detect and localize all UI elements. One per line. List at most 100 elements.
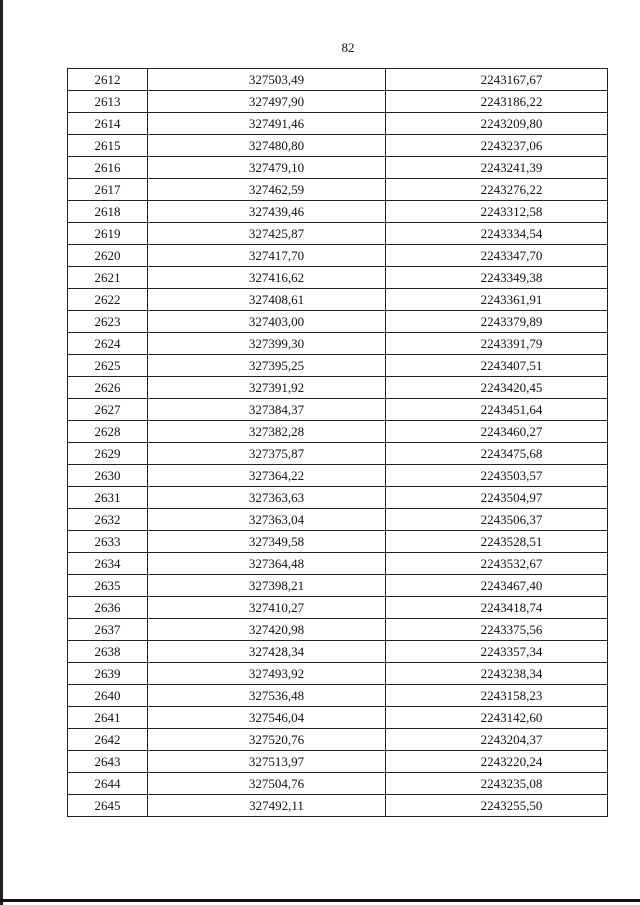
y-coordinate-cell: 2243142,60 — [385, 706, 608, 729]
x-coordinate-cell: 327492,11 — [147, 794, 386, 817]
x-coordinate-cell: 327375,87 — [147, 442, 386, 465]
table-row: 2619 327425,87 2243334,54 — [67, 222, 608, 245]
table-row: 2637 327420,98 2243375,56 — [67, 618, 608, 641]
y-coordinate-cell: 2243220,24 — [385, 750, 608, 773]
x-coordinate-cell: 327364,48 — [147, 552, 386, 575]
point-number-cell: 2641 — [67, 706, 148, 729]
point-number-cell: 2642 — [67, 728, 148, 751]
page-number: 82 — [341, 40, 355, 55]
x-coordinate-cell: 327462,59 — [147, 178, 386, 201]
x-coordinate-cell: 327439,46 — [147, 200, 386, 223]
table-row: 2612 327503,49 2243167,67 — [67, 68, 608, 91]
table-row: 2621 327416,62 2243349,38 — [67, 266, 608, 289]
point-number-cell: 2619 — [67, 222, 148, 245]
y-coordinate-cell: 2243241,39 — [385, 156, 608, 179]
y-coordinate-cell: 2243451,64 — [385, 398, 608, 421]
point-number-cell: 2627 — [67, 398, 148, 421]
point-number-cell: 2639 — [67, 662, 148, 685]
point-number-cell: 2632 — [67, 508, 148, 531]
x-coordinate-cell: 327520,76 — [147, 728, 386, 751]
table-row: 2623 327403,00 2243379,89 — [67, 310, 608, 333]
point-number-cell: 2637 — [67, 618, 148, 641]
x-coordinate-cell: 327513,97 — [147, 750, 386, 773]
table-row: 2633 327349,58 2243528,51 — [67, 530, 608, 553]
y-coordinate-cell: 2243186,22 — [385, 90, 608, 113]
coordinates-table: 2612 327503,49 2243167,67 2613 327497,90 2243… — [67, 68, 608, 817]
table-row: 2640 327536,48 2243158,23 — [67, 684, 608, 707]
y-coordinate-cell: 2243312,58 — [385, 200, 608, 223]
y-coordinate-cell: 2243420,45 — [385, 376, 608, 399]
point-number-cell: 2621 — [67, 266, 148, 289]
x-coordinate-cell: 327363,63 — [147, 486, 386, 509]
table-row: 2638 327428,34 2243357,34 — [67, 640, 608, 663]
point-number-cell: 2633 — [67, 530, 148, 553]
y-coordinate-cell: 2243204,37 — [385, 728, 608, 751]
table-row: 2626 327391,92 2243420,45 — [67, 376, 608, 399]
table-row: 2629 327375,87 2243475,68 — [67, 442, 608, 465]
table-row: 2641 327546,04 2243142,60 — [67, 706, 608, 729]
scan-bottom-edge — [0, 899, 640, 902]
table-row: 2644 327504,76 2243235,08 — [67, 772, 608, 795]
y-coordinate-cell: 2243391,79 — [385, 332, 608, 355]
x-coordinate-cell: 327349,58 — [147, 530, 386, 553]
y-coordinate-cell: 2243361,91 — [385, 288, 608, 311]
x-coordinate-cell: 327546,04 — [147, 706, 386, 729]
x-coordinate-cell: 327416,62 — [147, 266, 386, 289]
table-row: 2622 327408,61 2243361,91 — [67, 288, 608, 311]
y-coordinate-cell: 2243238,34 — [385, 662, 608, 685]
y-coordinate-cell: 2243209,80 — [385, 112, 608, 135]
y-coordinate-cell: 2243460,27 — [385, 420, 608, 443]
y-coordinate-cell: 2243357,34 — [385, 640, 608, 663]
y-coordinate-cell: 2243475,68 — [385, 442, 608, 465]
table-row: 2628 327382,28 2243460,27 — [67, 420, 608, 443]
y-coordinate-cell: 2243503,57 — [385, 464, 608, 487]
table-row: 2620 327417,70 2243347,70 — [67, 244, 608, 267]
point-number-cell: 2628 — [67, 420, 148, 443]
table-row: 2618 327439,46 2243312,58 — [67, 200, 608, 223]
point-number-cell: 2634 — [67, 552, 148, 575]
y-coordinate-cell: 2243255,50 — [385, 794, 608, 817]
x-coordinate-cell: 327382,28 — [147, 420, 386, 443]
point-number-cell: 2626 — [67, 376, 148, 399]
point-number-cell: 2623 — [67, 310, 148, 333]
x-coordinate-cell: 327408,61 — [147, 288, 386, 311]
point-number-cell: 2613 — [67, 90, 148, 113]
x-coordinate-cell: 327384,37 — [147, 398, 386, 421]
point-number-cell: 2645 — [67, 794, 148, 817]
table-row: 2630 327364,22 2243503,57 — [67, 464, 608, 487]
x-coordinate-cell: 327503,49 — [147, 68, 386, 91]
table-row: 2625 327395,25 2243407,51 — [67, 354, 608, 377]
y-coordinate-cell: 2243347,70 — [385, 244, 608, 267]
table-row: 2639 327493,92 2243238,34 — [67, 662, 608, 685]
table-row: 2616 327479,10 2243241,39 — [67, 156, 608, 179]
table-row: 2624 327399,30 2243391,79 — [67, 332, 608, 355]
y-coordinate-cell: 2243375,56 — [385, 618, 608, 641]
point-number-cell: 2616 — [67, 156, 148, 179]
table-row: 2631 327363,63 2243504,97 — [67, 486, 608, 509]
x-coordinate-cell: 327403,00 — [147, 310, 386, 333]
y-coordinate-cell: 2243158,23 — [385, 684, 608, 707]
point-number-cell: 2640 — [67, 684, 148, 707]
table-row: 2615 327480,80 2243237,06 — [67, 134, 608, 157]
y-coordinate-cell: 2243467,40 — [385, 574, 608, 597]
point-number-cell: 2631 — [67, 486, 148, 509]
table-row: 2642 327520,76 2243204,37 — [67, 728, 608, 751]
point-number-cell: 2635 — [67, 574, 148, 597]
x-coordinate-cell: 327504,76 — [147, 772, 386, 795]
point-number-cell: 2629 — [67, 442, 148, 465]
y-coordinate-cell: 2243237,06 — [385, 134, 608, 157]
x-coordinate-cell: 327364,22 — [147, 464, 386, 487]
y-coordinate-cell: 2243407,51 — [385, 354, 608, 377]
x-coordinate-cell: 327479,10 — [147, 156, 386, 179]
y-coordinate-cell: 2243418,74 — [385, 596, 608, 619]
x-coordinate-cell: 327497,90 — [147, 90, 386, 113]
point-number-cell: 2624 — [67, 332, 148, 355]
point-number-cell: 2612 — [67, 68, 148, 91]
y-coordinate-cell: 2243334,54 — [385, 222, 608, 245]
table-row: 2617 327462,59 2243276,22 — [67, 178, 608, 201]
x-coordinate-cell: 327536,48 — [147, 684, 386, 707]
point-number-cell: 2617 — [67, 178, 148, 201]
x-coordinate-cell: 327480,80 — [147, 134, 386, 157]
scan-left-edge — [0, 0, 3, 905]
point-number-cell: 2638 — [67, 640, 148, 663]
